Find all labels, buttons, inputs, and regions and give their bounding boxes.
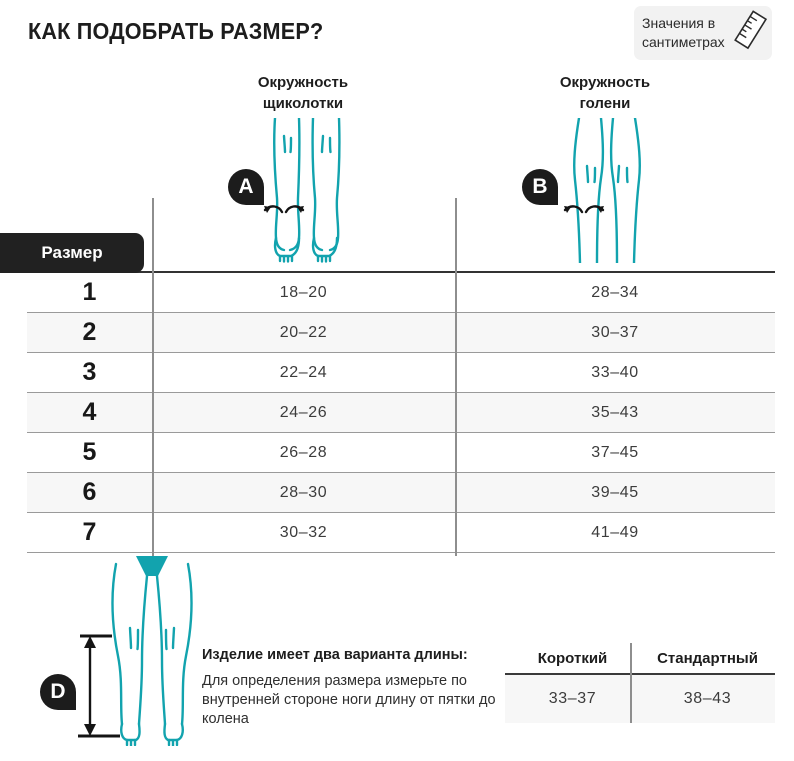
table-row: 3 22–24 33–40 bbox=[27, 353, 775, 393]
cell-calf: 30–37 bbox=[591, 323, 639, 341]
units-badge: Значения в сантиметрах bbox=[634, 6, 772, 60]
cell-size: 7 bbox=[82, 518, 97, 546]
marker-d-shape bbox=[40, 674, 76, 710]
column-caption-ankle: Окружность щиколотки bbox=[193, 72, 413, 114]
cell-size: 2 bbox=[82, 318, 97, 346]
table-divider-1 bbox=[152, 198, 154, 556]
cell-ankle: 22–24 bbox=[279, 363, 328, 381]
page-title: КАК ПОДОБРАТЬ РАЗМЕР? bbox=[28, 18, 324, 44]
length-header-standard: Стандартный bbox=[657, 649, 758, 667]
length-table-divider bbox=[630, 643, 632, 723]
cell-ankle: 18–20 bbox=[279, 283, 328, 301]
cell-calf: 39–45 bbox=[591, 483, 639, 501]
cell-ankle: 20–22 bbox=[279, 323, 328, 341]
size-table: 1 18–20 28–34 2 20–22 30–37 3 22–24 33–4… bbox=[27, 273, 775, 553]
column-caption-calf: Окружность голени bbox=[495, 72, 715, 114]
cell-size: 6 bbox=[82, 478, 97, 506]
cell-size: 4 bbox=[82, 398, 97, 426]
caption-calf-line2: голени bbox=[579, 95, 631, 112]
calf-legs-illustration bbox=[563, 118, 641, 263]
length-note-body: Для определения размера измерьте по внут… bbox=[202, 673, 496, 727]
cell-calf: 37–45 bbox=[591, 443, 639, 461]
marker-d: D bbox=[40, 674, 82, 716]
cell-calf: 41–49 bbox=[591, 523, 639, 541]
marker-a: A bbox=[228, 169, 270, 211]
table-header-rule bbox=[27, 271, 775, 273]
length-table-rule bbox=[505, 673, 775, 675]
cell-size: 1 bbox=[82, 278, 97, 306]
table-row: 2 20–22 30–37 bbox=[27, 313, 775, 353]
marker-b: B bbox=[522, 169, 564, 211]
length-note-heading: Изделие имеет два варианта длины: bbox=[202, 647, 468, 663]
cell-ankle: 26–28 bbox=[279, 443, 328, 461]
table-row: 5 26–28 37–45 bbox=[27, 433, 775, 473]
table-row: 4 24–26 35–43 bbox=[27, 393, 775, 433]
table-row: 6 28–30 39–45 bbox=[27, 473, 775, 513]
cell-calf: 28–34 bbox=[591, 283, 639, 301]
cell-ankle: 24–26 bbox=[279, 403, 328, 421]
ruler-icon bbox=[734, 10, 768, 50]
length-table-header: Короткий Стандартный bbox=[505, 643, 775, 673]
caption-ankle-line2: щиколотки bbox=[262, 95, 344, 112]
ankle-legs-illustration bbox=[263, 118, 341, 263]
marker-b-label: B bbox=[532, 175, 548, 198]
marker-b-shape bbox=[522, 169, 558, 205]
marker-a-shape bbox=[228, 169, 264, 205]
length-table-values: 33–37 38–43 bbox=[505, 675, 775, 723]
caption-ankle-line1: Окружность bbox=[257, 74, 349, 91]
cell-calf: 33–40 bbox=[591, 363, 639, 381]
cell-ankle: 30–32 bbox=[279, 523, 328, 541]
units-badge-label: Значения в сантиметрах bbox=[642, 15, 725, 50]
length-table: Короткий Стандартный 33–37 38–43 bbox=[505, 643, 775, 723]
marker-a-label: A bbox=[238, 175, 254, 198]
length-dimension-arrow bbox=[78, 634, 120, 738]
cell-size: 3 bbox=[82, 358, 97, 386]
cell-calf: 35–43 bbox=[591, 403, 639, 421]
length-value-short: 33–37 bbox=[548, 690, 597, 707]
cell-size: 5 bbox=[82, 438, 97, 466]
marker-d-label: D bbox=[50, 680, 66, 703]
length-value-standard: 38–43 bbox=[683, 690, 732, 707]
length-note: Изделие имеет два варианта длины: Для оп… bbox=[202, 645, 502, 729]
size-column-badge: Размер bbox=[0, 233, 144, 273]
full-leg-illustration bbox=[111, 556, 193, 746]
table-row: 7 30–32 41–49 bbox=[27, 513, 775, 553]
table-row: 1 18–20 28–34 bbox=[27, 273, 775, 313]
table-divider-2 bbox=[455, 198, 457, 556]
cell-ankle: 28–30 bbox=[279, 483, 328, 501]
caption-calf-line1: Окружность bbox=[559, 74, 651, 91]
length-header-short: Короткий bbox=[537, 649, 608, 667]
